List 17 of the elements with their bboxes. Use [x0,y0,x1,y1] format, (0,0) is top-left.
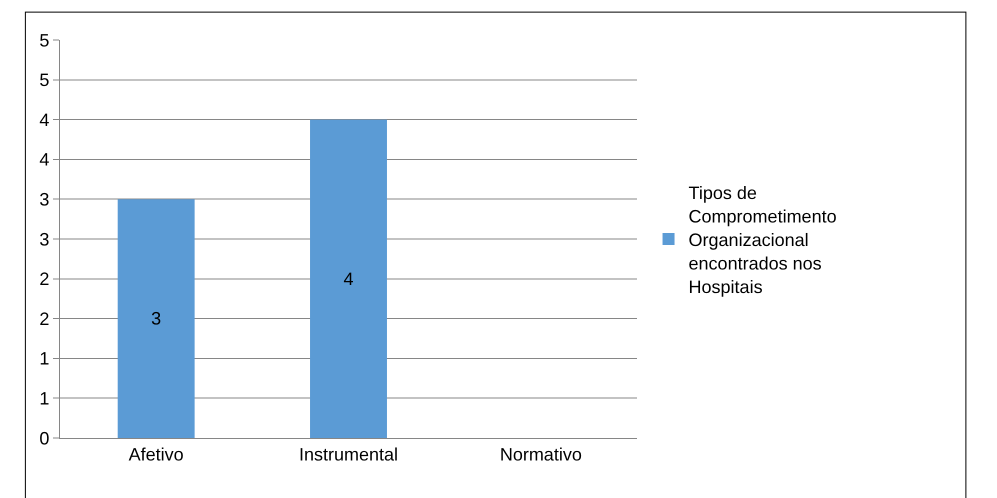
y-tick-label: 0 [39,428,50,448]
y-tick-label: 5 [39,30,50,50]
x-tick-label: Normativo [500,444,582,465]
y-tick-label: 2 [39,269,50,290]
y-tick-label: 3 [39,229,50,250]
y-tick-label: 3 [39,190,50,210]
data-label: 4 [343,268,354,289]
x-tick-label: Instrumental [298,444,398,465]
data-label: 3 [151,308,162,329]
legend-label: Tipos de Comprometimento Organizacional encontrados nos Hospitais [688,183,837,297]
x-tick-label: Afetivo [128,444,184,465]
y-tick-label: 4 [39,110,50,130]
y-tick-label: 5 [39,70,50,90]
y-tick-label: 1 [39,388,50,408]
y-tick-label: 2 [39,308,50,329]
y-tick-label: 1 [39,348,50,369]
y-tick-label: 4 [39,150,50,170]
